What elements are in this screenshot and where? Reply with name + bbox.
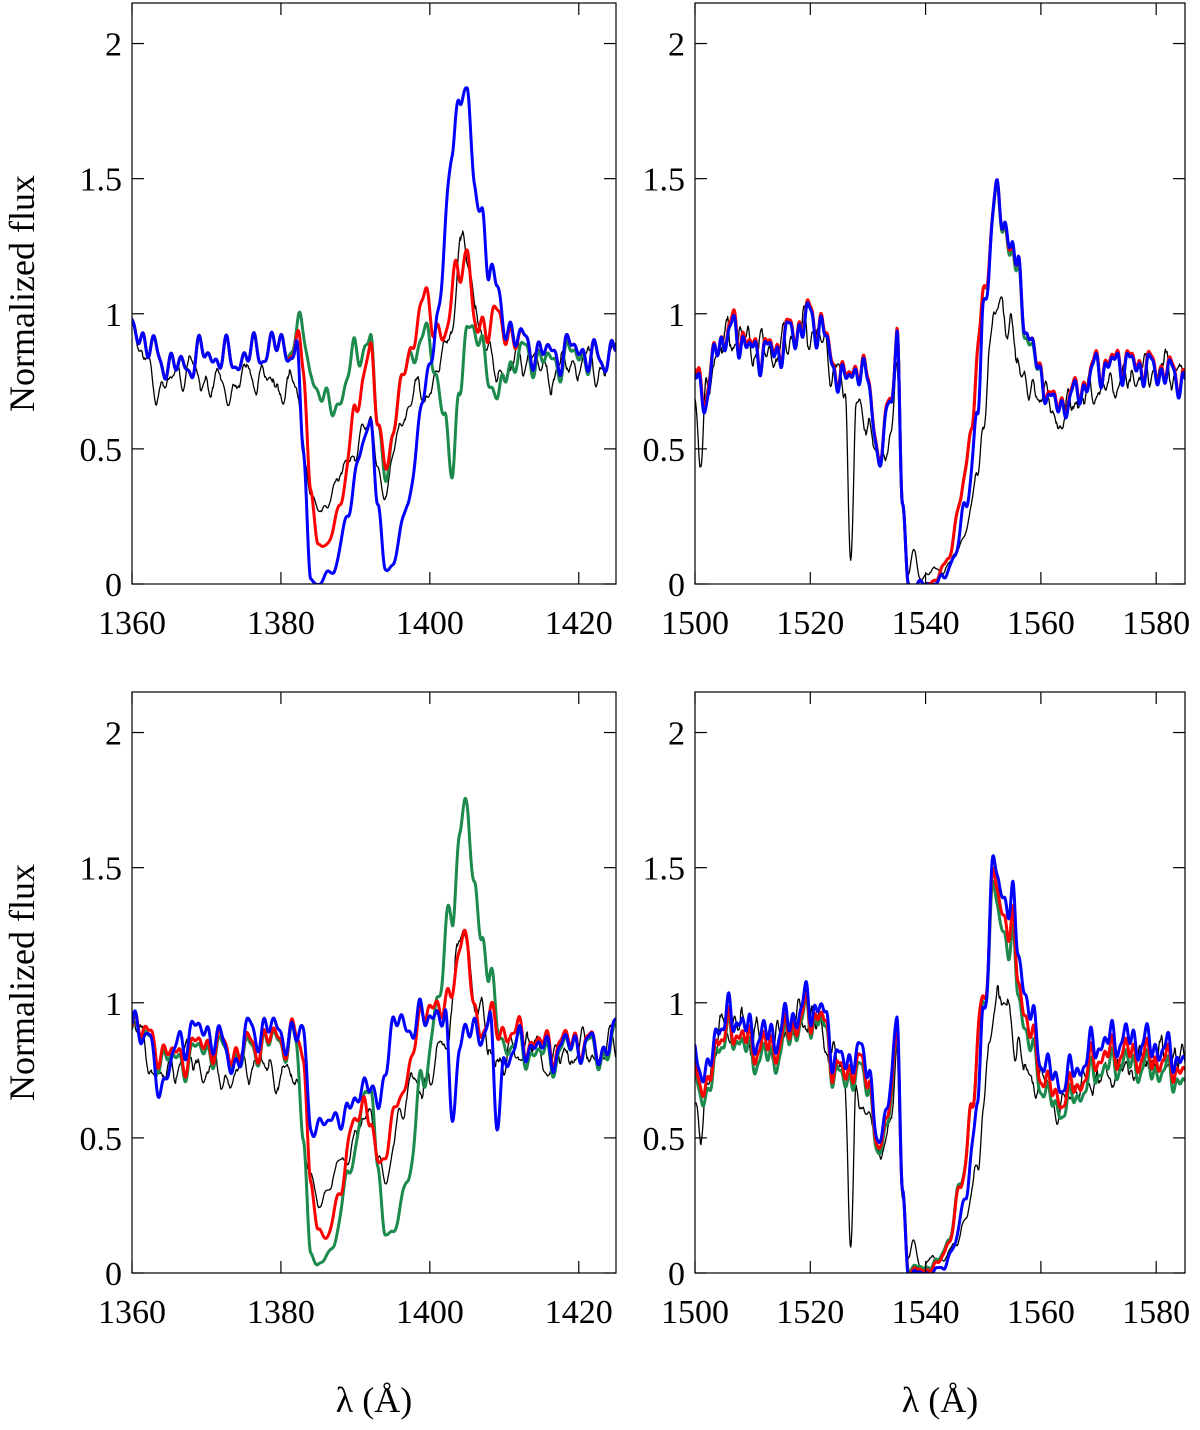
x-tick-label: 1540 bbox=[892, 1294, 960, 1331]
x-tick-label: 1580 bbox=[1122, 605, 1190, 642]
plot-frame bbox=[131, 2, 617, 585]
series-line-model-3 bbox=[695, 854, 1185, 1273]
x-tick-label: 1560 bbox=[1007, 605, 1075, 642]
panel-bottom-left: 1360 1380 1400 1420 0 0.5 1 1.5 2 Normalized flux… bbox=[2, 691, 617, 1420]
x-tick-label: 1520 bbox=[776, 605, 844, 642]
series-line-model-1 bbox=[695, 879, 1185, 1273]
y-tick-label: 2 bbox=[105, 716, 122, 753]
y-axis-label: Normalized flux bbox=[2, 175, 42, 412]
y-tick-label: 2 bbox=[105, 27, 122, 64]
y-tick-label: 1 bbox=[668, 986, 685, 1023]
series-line-model-2 bbox=[132, 928, 616, 1240]
y-tick-label: 0.5 bbox=[643, 432, 686, 469]
x-tick-label: 1520 bbox=[776, 1294, 844, 1331]
series-line-model-2 bbox=[695, 178, 1185, 584]
y-tick-label: 0 bbox=[668, 567, 685, 604]
y-tick-label: 0.5 bbox=[80, 1121, 123, 1158]
x-tick-label: 1540 bbox=[892, 605, 960, 642]
series-group bbox=[132, 796, 616, 1267]
series-group bbox=[132, 86, 616, 584]
x-tick-label: 1360 bbox=[98, 1294, 166, 1331]
y-tick-label: 2 bbox=[668, 716, 685, 753]
y-tick-label: 0.5 bbox=[643, 1121, 686, 1158]
x-tick-label: 1500 bbox=[661, 605, 729, 642]
y-tick-label: 0.5 bbox=[80, 432, 123, 469]
series-line-model-1 bbox=[132, 796, 616, 1267]
x-tick-label: 1380 bbox=[247, 1294, 315, 1331]
x-tick-label: 1580 bbox=[1122, 1294, 1190, 1331]
panel-top-right: 1500 1520 1540 1560 1580 0 0.5 1 1.5 2 bbox=[643, 2, 1190, 642]
y-tick-label: 1 bbox=[668, 297, 685, 334]
x-tick-label: 1400 bbox=[396, 1294, 464, 1331]
y-tick-label: 0 bbox=[668, 1256, 685, 1293]
series-line-model-2 bbox=[695, 866, 1185, 1273]
y-tick-label: 1 bbox=[105, 986, 122, 1023]
x-axis-label: λ (Å) bbox=[902, 1380, 978, 1420]
plot-frame bbox=[694, 2, 1186, 585]
panel-bottom-right: 1500 1520 1540 1560 1580 0 0.5 1 1.5 2 λ (Å) bbox=[643, 691, 1190, 1420]
y-tick-label: 1.5 bbox=[643, 162, 686, 199]
x-tick-label: 1380 bbox=[247, 605, 315, 642]
x-tick-label: 1420 bbox=[545, 605, 613, 642]
panel-top-left: 1360 1380 1400 1420 0 0.5 1 1.5 2 Normalized flux bbox=[2, 2, 617, 642]
y-tick-label: 0 bbox=[105, 1256, 122, 1293]
y-tick-label: 1.5 bbox=[643, 851, 686, 888]
plot-frame bbox=[131, 691, 617, 1274]
x-tick-label: 1400 bbox=[396, 605, 464, 642]
series-group bbox=[695, 854, 1185, 1273]
y-tick-label: 0 bbox=[105, 567, 122, 604]
series-line-model-3 bbox=[695, 178, 1185, 584]
series-line-model-2 bbox=[132, 248, 616, 548]
y-tick-label: 2 bbox=[668, 27, 685, 64]
y-tick-label: 1.5 bbox=[80, 162, 123, 199]
y-tick-label: 1.5 bbox=[80, 851, 123, 888]
y-tick-label: 1 bbox=[105, 297, 122, 334]
x-tick-label: 1560 bbox=[1007, 1294, 1075, 1331]
x-tick-label: 1420 bbox=[545, 1294, 613, 1331]
series-line-model-1 bbox=[695, 180, 1185, 584]
plot-frame bbox=[694, 691, 1186, 1274]
series-group bbox=[695, 178, 1185, 584]
series-line-observed bbox=[132, 929, 616, 1209]
series-line-model-3 bbox=[132, 997, 616, 1139]
x-tick-label: 1360 bbox=[98, 605, 166, 642]
series-line-model-3 bbox=[132, 86, 616, 584]
y-axis-label: Normalized flux bbox=[2, 864, 42, 1101]
x-tick-label: 1500 bbox=[661, 1294, 729, 1331]
x-axis-label: λ (Å) bbox=[336, 1380, 412, 1420]
